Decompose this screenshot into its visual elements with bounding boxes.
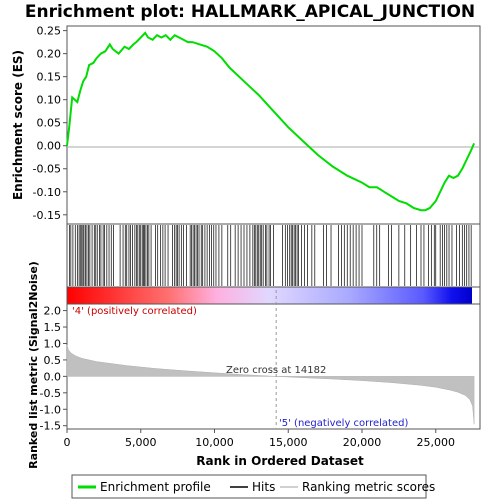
rank-y-tick-label: 1.0 [44, 337, 62, 350]
legend-enrichment-label: Enrichment profile [100, 480, 211, 494]
es-y-ticks: 0.25 0.20 0.15 0.10 0.05 0.00 -0.05 -0.10 -0.15 [33, 25, 67, 222]
es-y-tick-label: 0.25 [37, 25, 62, 38]
rank-y-tick-label: 0.0 [44, 370, 62, 383]
es-y-tick-label: -0.15 [33, 209, 61, 222]
chart-title: Enrichment plot: HALLMARK_APICAL_JUNCTIO… [25, 2, 475, 22]
rank-y-tick-label: 0.5 [44, 354, 62, 367]
es-panel-frame [66, 25, 481, 225]
ranking-metric-area [66, 345, 475, 425]
x-tick-label: 15,000 [269, 436, 308, 449]
rank-y-tick-label: -1.0 [40, 403, 61, 416]
legend-hits-label: Hits [252, 480, 275, 494]
x-tick-label: 0 [64, 436, 71, 449]
legend-box [71, 474, 427, 499]
rank-y-tick-label: -0.5 [40, 387, 61, 400]
positive-correlation-label: '4' (positively correlated) [72, 306, 197, 317]
legend-ranking-label: Ranking metric scores [302, 480, 435, 494]
es-y-tick-label: 0.10 [37, 94, 62, 107]
es-y-tick-label: 0.00 [37, 140, 62, 153]
hits-marks [69, 225, 472, 286]
es-y-tick-label: 0.05 [37, 117, 62, 130]
rank-y-ticks: 2.0 1.5 1.0 0.5 0.0 -0.5 -1.0 -1.5 [40, 305, 67, 433]
rank-y-tick-label: -1.5 [40, 420, 61, 433]
rank-y-tick-label: 1.5 [44, 321, 62, 334]
rank-color-bar [67, 287, 472, 304]
es-y-tick-label: 0.15 [37, 71, 62, 84]
rank-y-axis-label: Ranked list metric (Signal2Noise) [27, 261, 40, 469]
es-y-tick-label: 0.20 [37, 48, 62, 61]
es-y-tick-label: -0.10 [33, 186, 61, 199]
enrichment-profile-line [66, 31, 476, 212]
x-tick-label: 10,000 [195, 436, 234, 449]
x-tick-label: 20,000 [343, 436, 382, 449]
es-y-tick-label: -0.05 [33, 163, 61, 176]
x-tick-label: 25,000 [417, 436, 456, 449]
negative-correlation-label: '5' (negatively correlated) [279, 418, 408, 429]
es-y-axis-label: Enrichment score (ES) [11, 50, 25, 200]
zero-cross-label: Zero cross at 14182 [226, 365, 326, 376]
rank-y-tick-label: 2.0 [44, 305, 62, 318]
x-ticks: 0 5,000 10,000 15,000 20,000 25,000 [64, 429, 456, 449]
x-axis-label: Rank in Ordered Dataset [196, 454, 364, 468]
x-tick-label: 5,000 [125, 436, 157, 449]
